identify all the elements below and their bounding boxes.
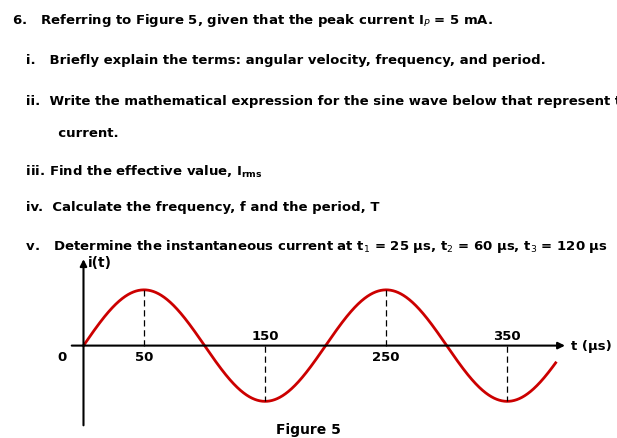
Text: 150: 150	[251, 329, 279, 343]
Text: ii.  Write the mathematical expression for the sine wave below that represent th: ii. Write the mathematical expression fo…	[12, 95, 617, 108]
Text: 250: 250	[373, 350, 400, 363]
Text: Figure 5: Figure 5	[276, 422, 341, 436]
Text: 0: 0	[57, 350, 67, 363]
Text: current.: current.	[12, 127, 119, 140]
Text: iii. Find the effective value, I$_{\mathregular{rms}}$: iii. Find the effective value, I$_{\math…	[12, 164, 263, 180]
Text: i(t): i(t)	[88, 255, 112, 269]
Text: 6.   Referring to Figure 5, given that the peak current I$_P$ = 5 mA.: 6. Referring to Figure 5, given that the…	[12, 12, 493, 29]
Text: 350: 350	[494, 329, 521, 343]
Text: v.   Determine the instantaneous current at t$_1$ = 25 µs, t$_2$ = 60 µs, t$_3$ : v. Determine the instantaneous current a…	[12, 237, 608, 254]
Text: iv.  Calculate the frequency, f and the period, T: iv. Calculate the frequency, f and the p…	[12, 201, 380, 214]
Text: t (µs): t (µs)	[571, 339, 612, 352]
Text: i.   Briefly explain the terms: angular velocity, frequency, and period.: i. Briefly explain the terms: angular ve…	[12, 53, 546, 67]
Text: 50: 50	[135, 350, 153, 363]
